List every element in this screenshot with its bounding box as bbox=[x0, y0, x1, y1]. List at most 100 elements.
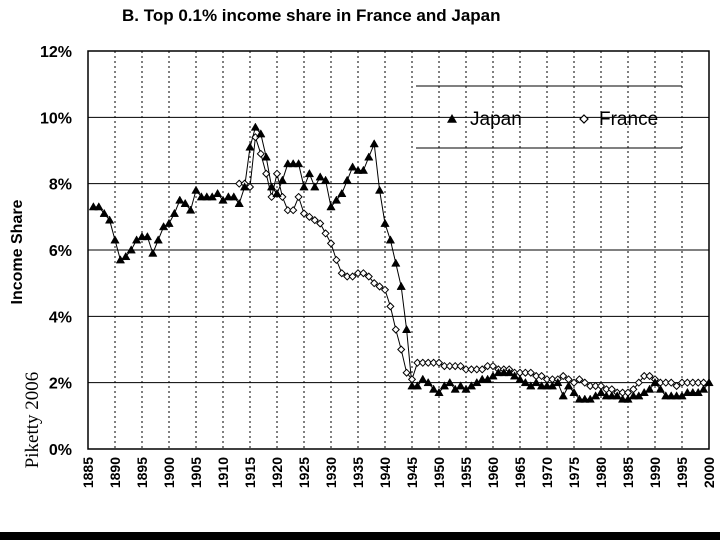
data-point-japan bbox=[558, 391, 568, 400]
data-point-france bbox=[391, 325, 400, 334]
data-point-france bbox=[645, 371, 654, 381]
data-point-japan bbox=[175, 195, 185, 204]
data-point-france bbox=[359, 269, 368, 278]
data-point-france bbox=[559, 371, 568, 381]
data-point-france bbox=[402, 368, 411, 377]
data-point-japan bbox=[563, 381, 574, 390]
data-point-france bbox=[440, 361, 449, 371]
data-point-japan bbox=[374, 185, 385, 194]
data-point-france bbox=[634, 378, 643, 387]
data-point-france bbox=[591, 381, 600, 391]
x-tick-label: 1975 bbox=[566, 457, 582, 488]
data-point-japan bbox=[391, 258, 401, 267]
data-point-france bbox=[672, 381, 681, 391]
data-point-japan bbox=[418, 374, 428, 383]
data-point-france bbox=[380, 285, 390, 294]
x-tick-label: 1910 bbox=[215, 457, 231, 488]
data-point-japan bbox=[364, 152, 374, 161]
data-point-france bbox=[353, 269, 363, 278]
data-point-france bbox=[245, 182, 255, 192]
data-point-japan bbox=[396, 281, 406, 290]
y-tick-labels: 0% 2% 4% 6% 8% 10% 12% bbox=[40, 44, 72, 459]
data-point-france bbox=[434, 358, 444, 367]
data-point-france bbox=[332, 255, 341, 265]
data-point-france bbox=[386, 302, 395, 311]
x-tick-label: 1935 bbox=[350, 457, 366, 488]
data-point-japan bbox=[94, 202, 104, 211]
data-point-japan bbox=[331, 195, 342, 204]
data-point-france bbox=[467, 365, 476, 374]
x-tick-label: 1955 bbox=[458, 457, 474, 488]
data-point-japan bbox=[326, 202, 336, 211]
data-point-france bbox=[575, 375, 584, 384]
data-point-france bbox=[375, 282, 384, 291]
data-point-france bbox=[683, 378, 692, 387]
data-point-france bbox=[569, 378, 579, 387]
data-point-japan bbox=[121, 251, 131, 261]
data-point-japan bbox=[148, 248, 158, 257]
y-tick-label: 12% bbox=[40, 44, 72, 61]
data-point-japan bbox=[380, 218, 390, 227]
data-point-france bbox=[694, 378, 703, 387]
data-point-japan bbox=[612, 391, 622, 400]
data-point-japan bbox=[304, 169, 315, 178]
x-tick-label: 1930 bbox=[323, 457, 339, 488]
data-point-france bbox=[586, 381, 595, 391]
x-tick-labels: 1885 1890 1895 1900 1905 1910 1915 1920 1925 1930… bbox=[80, 457, 717, 488]
data-point-japan bbox=[358, 165, 369, 174]
data-point-france bbox=[413, 358, 422, 367]
data-point-japan bbox=[644, 384, 655, 393]
data-point-japan bbox=[315, 172, 325, 181]
data-point-japan bbox=[126, 245, 136, 254]
y-tick-label: 4% bbox=[49, 309, 72, 326]
y-axis-label: Income Share bbox=[9, 199, 26, 304]
x-tick-label: 1885 bbox=[80, 457, 96, 488]
legend-label-france: France bbox=[599, 109, 658, 130]
data-point-japan bbox=[445, 377, 455, 387]
data-point-japan bbox=[504, 368, 514, 377]
data-point-japan bbox=[515, 374, 525, 383]
data-point-france bbox=[445, 361, 454, 371]
data-point-france bbox=[294, 192, 303, 202]
data-point-japan bbox=[369, 139, 379, 148]
data-point-japan bbox=[455, 381, 466, 390]
watermark: Piketty 2006 bbox=[22, 372, 43, 469]
y-tick-label: 8% bbox=[49, 177, 72, 194]
data-point-france bbox=[337, 269, 346, 278]
x-tick-label: 1950 bbox=[431, 457, 447, 488]
x-tick-label: 1960 bbox=[485, 457, 501, 488]
data-point-japan bbox=[234, 198, 244, 207]
data-point-japan bbox=[520, 377, 531, 387]
data-point-japan bbox=[293, 159, 304, 168]
data-point-france bbox=[521, 368, 530, 377]
data-point-france bbox=[305, 212, 314, 221]
data-point-japan bbox=[250, 122, 261, 131]
data-point-japan bbox=[310, 182, 320, 191]
data-point-france bbox=[478, 365, 487, 374]
data-point-japan bbox=[320, 175, 331, 184]
series-line-japan bbox=[93, 126, 710, 400]
x-tick-label: 1965 bbox=[512, 457, 528, 488]
data-point-france bbox=[397, 345, 406, 354]
x-tick-label: 1995 bbox=[674, 457, 690, 488]
data-point-france bbox=[424, 358, 433, 367]
x-tick-label: 1945 bbox=[404, 457, 420, 488]
data-point-france bbox=[299, 209, 309, 218]
data-point-france bbox=[640, 371, 649, 381]
data-point-france bbox=[418, 358, 427, 367]
data-point-japan bbox=[256, 129, 266, 138]
data-point-france bbox=[364, 272, 373, 281]
data-point-japan bbox=[239, 182, 250, 191]
data-point-france bbox=[321, 229, 330, 238]
series-lines bbox=[93, 126, 710, 400]
legend: Japan France bbox=[416, 85, 682, 149]
data-point-japan bbox=[229, 192, 239, 201]
data-point-france bbox=[343, 272, 352, 281]
data-point-france bbox=[537, 371, 546, 381]
data-point-japan bbox=[412, 381, 423, 390]
data-point-japan bbox=[261, 152, 271, 161]
data-point-japan bbox=[99, 208, 109, 217]
data-point-france bbox=[580, 378, 589, 387]
y-tick-label: 6% bbox=[49, 243, 72, 260]
data-point-japan bbox=[272, 188, 282, 198]
